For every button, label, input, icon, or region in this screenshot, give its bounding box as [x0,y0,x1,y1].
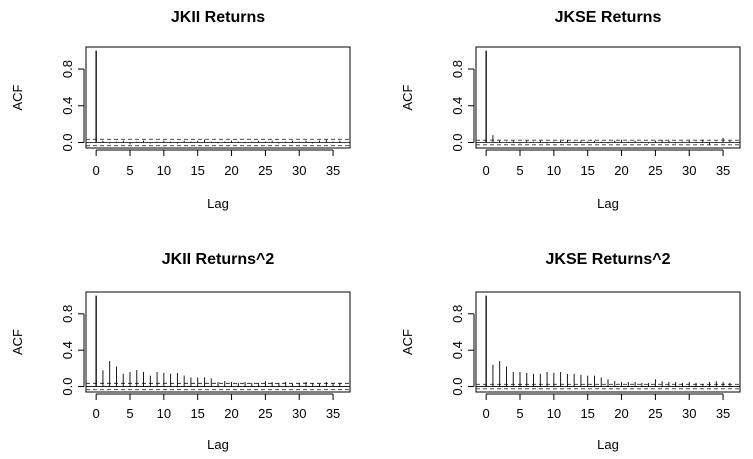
y-tick-label: 0.0 [450,133,465,151]
x-tick-label: 20 [224,406,238,421]
x-tick-label: 15 [580,163,594,178]
y-tick-label: 0.4 [60,97,75,115]
y-tick-label: 0.8 [60,305,75,323]
acf-panel-4: JKSE Returns^2 0 5 10 15 20 25 30 35 0.0 0.4 0.8 Lag… [400,251,741,452]
x-tick-label: 30 [292,406,306,421]
y-tick-label: 0.8 [60,60,75,78]
plot-frame [85,46,351,149]
panel-title: JKII Returns^2 [162,251,275,268]
x-tick-label: 35 [326,163,340,178]
x-tick-label: 25 [648,163,662,178]
x-tick-label: 10 [157,406,171,421]
x-tick-label: 15 [190,406,204,421]
x-tick-label: 35 [716,163,730,178]
y-tick-label: 0.4 [450,97,465,115]
y-tick-label: 0.0 [60,378,75,396]
panel-title: JKSE Returns [555,9,662,26]
x-tick-label: 0 [483,406,490,421]
x-tick-label: 25 [258,163,272,178]
plot-frame [85,291,351,393]
x-tick-label: 35 [716,406,730,421]
x-tick-label: 0 [483,163,490,178]
x-tick-label: 25 [648,406,662,421]
x-tick-label: 25 [258,406,272,421]
x-tick-label: 20 [614,163,628,178]
plot-frame [475,291,741,393]
x-tick-label: 20 [614,406,628,421]
x-tick-label: 30 [292,163,306,178]
x-tick-label: 0 [93,163,100,178]
x-tick-label: 10 [547,163,561,178]
acf-panel-3: JKII Returns^2 0 5 10 15 20 25 30 35 0.0 0.4 0.8 Lag… [10,251,351,452]
x-tick-label: 5 [516,163,523,178]
y-axis-label: ACF [400,84,415,110]
x-tick-label: 30 [682,163,696,178]
x-tick-label: 5 [126,406,133,421]
x-tick-label: 5 [516,406,523,421]
x-tick-label: 15 [580,406,594,421]
acf-panel-2: JKSE Returns 0 5 10 15 20 25 30 35 0.0 0.4 0.8 Lag AC… [400,9,741,211]
y-axis-label: ACF [10,84,25,110]
y-tick-label: 0.8 [450,60,465,78]
y-axis-label: ACF [400,329,415,355]
x-tick-label: 35 [326,406,340,421]
x-axis-label: Lag [597,437,619,452]
y-tick-label: 0.0 [450,378,465,396]
x-axis-label: Lag [207,196,229,211]
y-tick-label: 0.4 [60,341,75,359]
x-tick-label: 10 [547,406,561,421]
x-tick-label: 10 [157,163,171,178]
x-tick-label: 5 [126,163,133,178]
x-tick-label: 0 [93,406,100,421]
y-tick-label: 0.8 [450,305,465,323]
x-axis-label: Lag [207,437,229,452]
y-axis-label: ACF [10,329,25,355]
plot-frame [475,46,741,149]
panel-title: JKSE Returns^2 [546,251,671,268]
x-tick-label: 30 [682,406,696,421]
y-tick-label: 0.4 [450,341,465,359]
y-tick-label: 0.0 [60,133,75,151]
x-tick-label: 20 [224,163,238,178]
acf-panel-1: JKII Returns 0 5 10 15 20 25 30 35 0.0 0.4 0.8 Lag AC… [10,9,351,211]
x-axis-label: Lag [597,196,619,211]
panel-title: JKII Returns [171,9,265,26]
x-tick-label: 15 [190,163,204,178]
